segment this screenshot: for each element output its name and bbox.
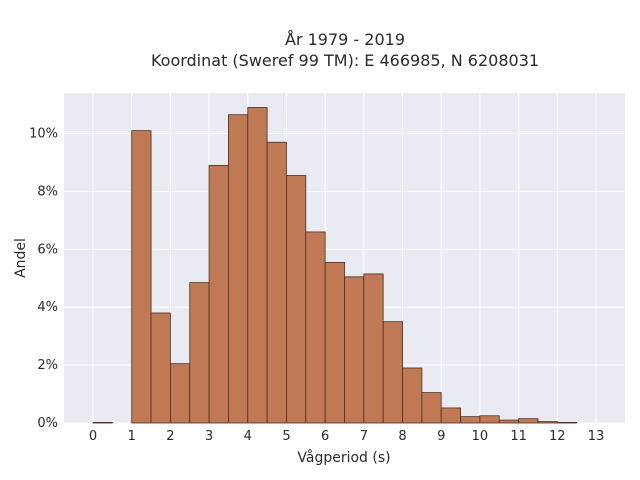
histogram-bar [286, 175, 307, 424]
histogram-bar [556, 422, 578, 424]
x-tick-label: 1 [128, 429, 136, 444]
histogram-bar [131, 130, 152, 424]
histogram-bar [169, 363, 191, 424]
histogram-bar [344, 276, 365, 424]
histogram-bar [518, 418, 539, 424]
chart-title-line1: År 1979 - 2019 [285, 30, 405, 49]
histogram-bar [266, 141, 287, 424]
histogram-bar [247, 107, 268, 424]
histogram-bar [440, 407, 461, 424]
x-tick-label: 13 [588, 429, 605, 444]
histogram-bar [498, 419, 520, 424]
x-tick-label: 3 [205, 429, 213, 444]
x-tick-label: 8 [398, 429, 406, 444]
y-axis-ticks: 0% 2% 4% 6% 8% 10% [29, 127, 58, 431]
x-axis-label: Vågperiod (s) [297, 449, 390, 466]
histogram-bar [228, 114, 249, 424]
y-tick-label: 4% [37, 300, 58, 315]
histogram-bar [421, 392, 442, 424]
histogram-bar [460, 416, 481, 424]
histogram-bar [363, 273, 384, 424]
histogram-bar [208, 164, 229, 424]
x-tick-label: 6 [321, 429, 329, 444]
y-tick-label: 2% [37, 358, 58, 373]
histogram-bar [537, 421, 558, 424]
x-tick-label: 11 [510, 429, 527, 444]
y-tick-label: 8% [37, 184, 58, 199]
histogram-bar [189, 282, 210, 424]
y-tick-label: 6% [37, 242, 58, 257]
histogram-bar [92, 422, 113, 424]
x-tick-label: 10 [472, 429, 489, 444]
histogram-bar [402, 367, 423, 424]
y-tick-label: 0% [37, 416, 58, 431]
histogram-bar [305, 231, 326, 424]
chart-title-line2: Koordinat (Sweref 99 TM): E 466985, N 62… [151, 51, 539, 70]
histogram-bar [324, 261, 345, 424]
histogram-bar [382, 321, 403, 424]
y-tick-label: 10% [29, 127, 58, 142]
x-tick-label: 5 [282, 429, 290, 444]
bars [92, 107, 578, 424]
x-tick-label: 0 [89, 429, 97, 444]
histogram-bar [479, 415, 500, 424]
x-tick-label: 9 [437, 429, 445, 444]
x-tick-label: 2 [166, 429, 174, 444]
x-tick-label: 12 [549, 429, 566, 444]
x-axis-ticks: 0 1 2 3 4 5 6 7 8 9 10 11 12 13 [89, 429, 604, 444]
y-axis-label: Andel [13, 238, 29, 278]
x-tick-label: 4 [244, 429, 252, 444]
x-tick-label: 7 [360, 429, 368, 444]
histogram-bar [150, 312, 171, 424]
